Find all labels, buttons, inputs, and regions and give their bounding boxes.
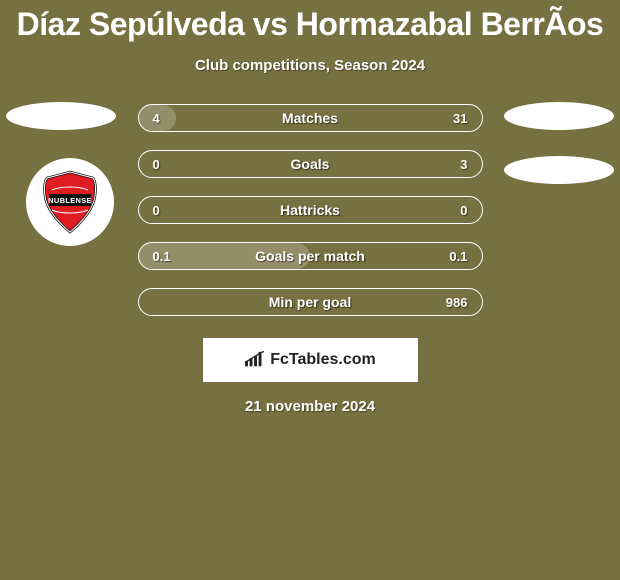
stat-label: Matches xyxy=(282,110,338,126)
comparison-title: Díaz Sepúlveda vs Hormazabal BerrÃ­os xyxy=(0,0,620,43)
stat-right-value: 986 xyxy=(446,295,468,310)
stat-left-value: 0 xyxy=(153,157,160,172)
stat-left-value: 4 xyxy=(153,111,160,126)
club-badge-text: NUBLENSE xyxy=(48,196,92,205)
site-brand-text: FcTables.com xyxy=(270,351,376,369)
content-area: NUBLENSE 4 Matches 31 0 Goals 3 0 Hattricks 0 0.1… xyxy=(0,104,620,415)
stat-row: Min per goal 986 xyxy=(138,288,483,316)
stat-right-value: 0 xyxy=(460,203,467,218)
subtitle: Club competitions, Season 2024 xyxy=(0,57,620,74)
stat-label: Hattricks xyxy=(280,202,340,218)
stat-right-value: 3 xyxy=(460,157,467,172)
placeholder-ellipse-right-1 xyxy=(504,102,614,130)
club-shield-icon: NUBLENSE xyxy=(41,170,99,234)
date-label: 21 november 2024 xyxy=(0,398,620,415)
stat-right-value: 31 xyxy=(453,111,467,126)
stat-label: Goals xyxy=(291,156,330,172)
stat-left-value: 0.1 xyxy=(153,249,171,264)
stat-row: 0 Hattricks 0 xyxy=(138,196,483,224)
bar-chart-icon xyxy=(244,351,266,369)
stat-row: 4 Matches 31 xyxy=(138,104,483,132)
stat-row: 0.1 Goals per match 0.1 xyxy=(138,242,483,270)
stats-list: 4 Matches 31 0 Goals 3 0 Hattricks 0 0.1 Goals per… xyxy=(138,104,483,316)
stat-left-value: 0 xyxy=(153,203,160,218)
club-badge: NUBLENSE xyxy=(26,158,114,246)
stat-row: 0 Goals 3 xyxy=(138,150,483,178)
placeholder-ellipse-right-2 xyxy=(504,156,614,184)
stat-right-value: 0.1 xyxy=(449,249,467,264)
stat-label: Goals per match xyxy=(255,248,365,264)
stat-label: Min per goal xyxy=(269,294,351,310)
placeholder-ellipse-left xyxy=(6,102,116,130)
site-brand-banner[interactable]: FcTables.com xyxy=(203,338,418,382)
